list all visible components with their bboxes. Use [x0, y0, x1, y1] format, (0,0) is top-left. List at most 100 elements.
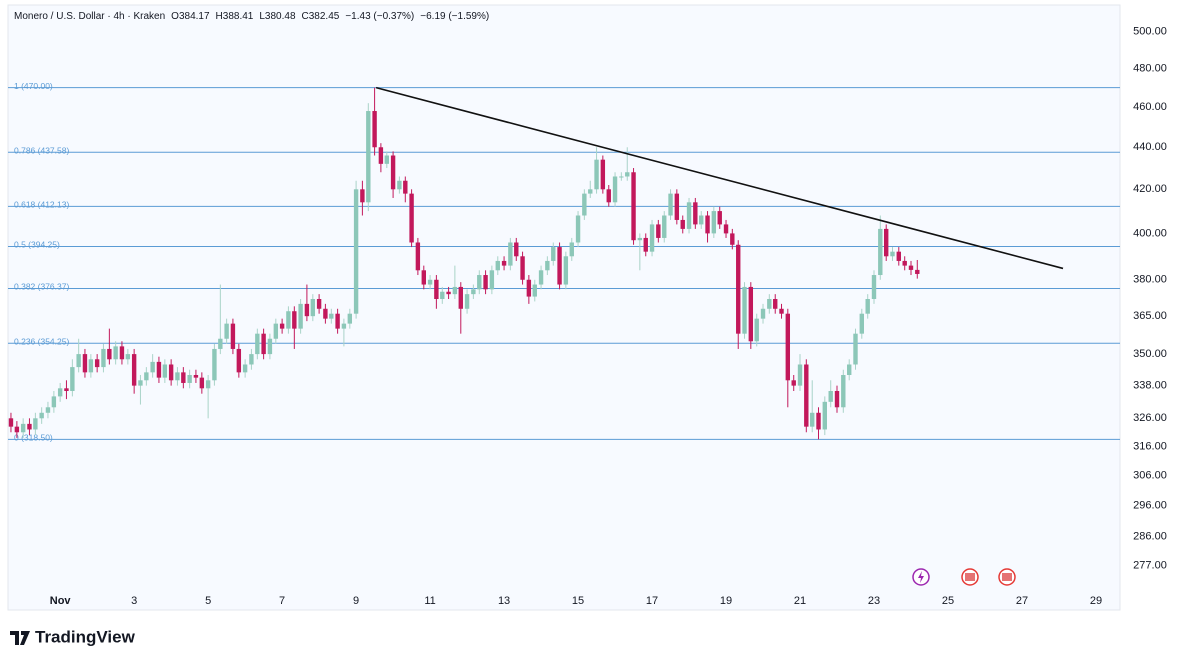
candle-body — [841, 374, 846, 408]
candle-body — [193, 374, 199, 378]
candle-body — [273, 323, 279, 339]
candle-body — [347, 313, 353, 324]
candle-body — [853, 333, 858, 365]
candle-body — [816, 412, 821, 430]
candle-body — [668, 193, 673, 216]
candle-body — [390, 155, 396, 190]
candle-body — [119, 346, 125, 360]
candle-body — [767, 298, 772, 309]
candle-body — [717, 211, 722, 225]
candle-body — [545, 260, 550, 271]
candle-body — [353, 189, 359, 314]
candle-body — [101, 348, 106, 368]
candle-body — [131, 354, 137, 386]
candle-body — [51, 396, 57, 408]
y-tick-label: 380.00 — [1133, 274, 1167, 286]
ohlc-value: O384.17 — [171, 11, 210, 22]
x-tick-label: Nov — [50, 595, 72, 607]
candle-body — [168, 364, 174, 381]
candle-body — [181, 372, 186, 383]
candle-body — [508, 242, 513, 266]
candle-body — [8, 418, 14, 427]
candle-body — [384, 155, 390, 164]
candle-body — [70, 367, 75, 391]
x-tick-label: 9 — [353, 595, 359, 607]
candle-body — [711, 211, 717, 234]
y-tick-label: 338.00 — [1133, 380, 1167, 392]
y-tick-label: 500.00 — [1133, 26, 1167, 38]
candle-body — [292, 311, 297, 329]
icon — [918, 571, 924, 583]
candle-body — [224, 323, 229, 339]
candle-body — [890, 251, 895, 257]
candle-body — [57, 388, 63, 397]
candle-body — [255, 333, 260, 355]
x-tick-label: 19 — [720, 595, 732, 607]
fib-label: 0.786 (437.58) — [14, 145, 69, 155]
brand: TradingView — [35, 627, 136, 646]
candle-body — [828, 390, 833, 402]
candle-body — [279, 323, 285, 329]
candle-body — [64, 388, 69, 391]
candle-body — [360, 189, 365, 203]
x-tick-label: 11 — [424, 595, 435, 607]
candle-body — [249, 354, 254, 365]
candle-body — [563, 256, 569, 285]
candle-body — [397, 180, 402, 190]
candle-body — [415, 242, 421, 271]
candle-body — [230, 323, 236, 349]
ohlc-value: −6.19 (−1.59%) — [420, 11, 490, 22]
candle-body — [588, 189, 593, 194]
candle-body — [440, 291, 445, 299]
candle-body — [212, 348, 217, 381]
fib-label: 0 (318.50) — [14, 433, 53, 443]
candle-body — [791, 380, 796, 386]
candle-body — [606, 189, 611, 203]
ohlc-value: H388.41 — [215, 11, 254, 22]
fib-label: 1 (470.00) — [14, 81, 53, 91]
candle-body — [680, 219, 685, 229]
candle-body — [88, 359, 94, 373]
candle-body — [464, 294, 470, 309]
candle-body — [125, 354, 131, 360]
icon — [1002, 573, 1012, 581]
candle-body — [871, 275, 877, 299]
candle-body — [631, 172, 636, 241]
candle-body — [520, 256, 525, 280]
candle-body — [199, 377, 205, 389]
candle-body — [662, 215, 667, 238]
candle-body — [797, 364, 803, 386]
candle-body — [896, 251, 901, 261]
candle-body — [723, 224, 729, 234]
candle-body — [205, 380, 211, 389]
candle-body — [538, 270, 544, 285]
fib-label: 0.5 (394.25) — [14, 240, 60, 250]
candle-body — [483, 275, 488, 290]
candle-body — [656, 224, 661, 238]
candle-body — [773, 298, 778, 309]
candle-body — [329, 313, 334, 319]
candle-body — [514, 242, 519, 257]
candle-body — [378, 147, 384, 164]
candle-body — [489, 270, 495, 290]
candle-body — [458, 286, 463, 309]
candle-body — [785, 313, 791, 381]
candle-body — [915, 269, 920, 274]
candle-body — [162, 364, 168, 378]
x-tick-label: 23 — [868, 595, 880, 607]
candle-body — [286, 311, 291, 329]
candle-body — [27, 423, 32, 430]
candle-body — [779, 308, 784, 314]
x-tick-label: 29 — [1090, 595, 1102, 607]
x-tick-label: 21 — [794, 595, 806, 607]
candle-body — [742, 286, 747, 334]
fib-label: 0.618 (412.13) — [14, 200, 69, 210]
candle-body — [526, 279, 532, 297]
y-tick-label: 286.00 — [1133, 531, 1167, 543]
header: Monero / U.S. Dollar · 4h · Kraken O384.… — [14, 11, 489, 22]
candle-body — [39, 412, 44, 419]
candle-body — [834, 390, 840, 408]
x-tick-label: 25 — [942, 595, 954, 607]
candle-body — [612, 176, 618, 203]
